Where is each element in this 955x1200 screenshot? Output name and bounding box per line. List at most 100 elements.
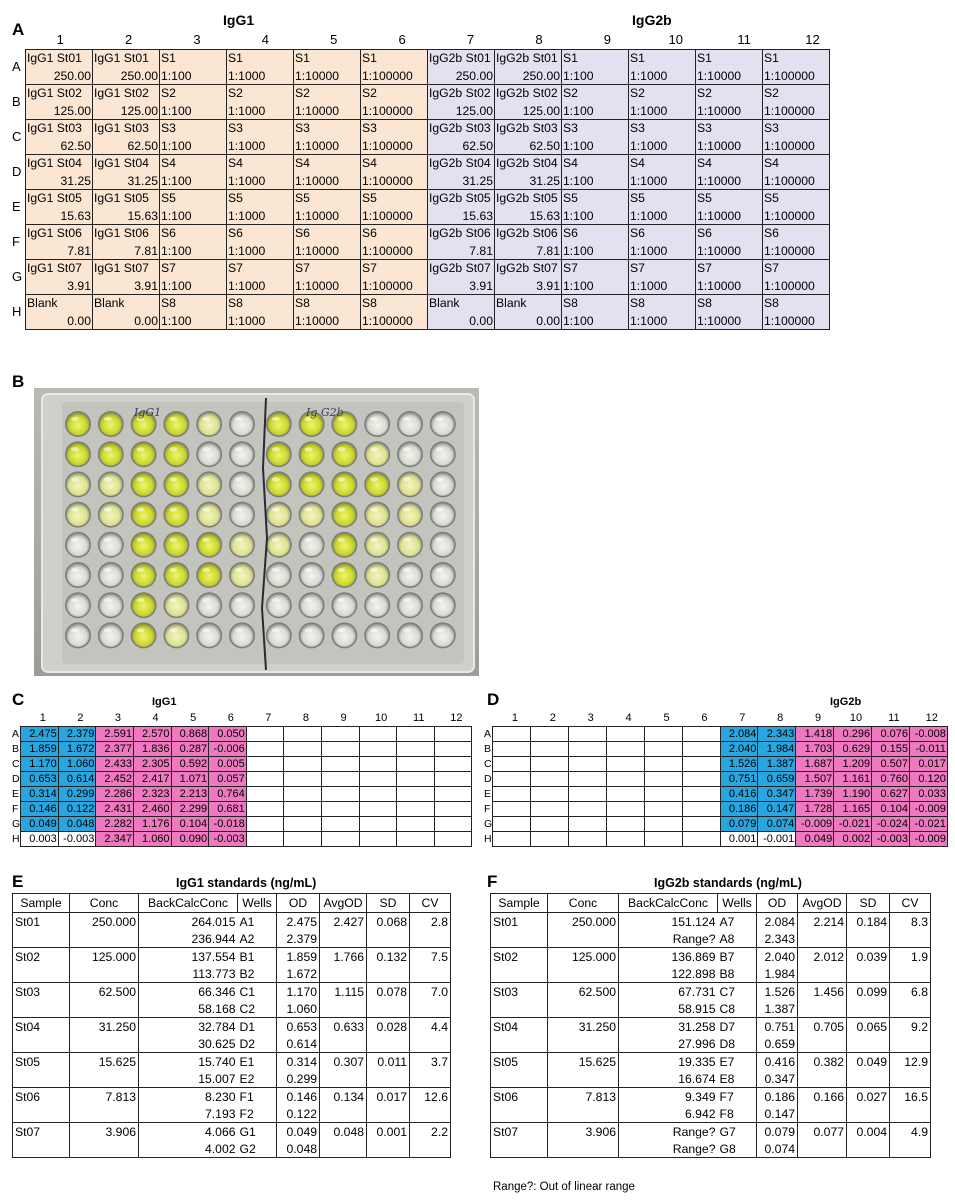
std-sd [366, 1105, 410, 1123]
od-well: 2.305 [132, 756, 172, 772]
plate-well-highlight [271, 447, 280, 452]
plate-well: IgG2b St05 15.63 [427, 189, 495, 225]
plate-well-value: 1:100000 [362, 244, 413, 258]
plate-well-content: Blank [496, 296, 527, 310]
plate-well-highlight [304, 507, 313, 512]
plate-well-highlight [103, 477, 112, 482]
plate-well [267, 533, 291, 557]
od-well: -0.021 [833, 816, 873, 832]
plate-well-value: 1:10000 [697, 69, 742, 83]
std-backcalc: Range? [618, 930, 718, 948]
plate-well-value: 7.81 [536, 244, 560, 258]
std-header-cell: BackCalcConc [618, 893, 718, 913]
plate-well-highlight [169, 537, 178, 542]
plate-photo-image: IgG1 Ig G2b [34, 388, 479, 676]
plate-well: S3 1:100 [159, 119, 227, 155]
std-row: St04 31.250 32.784 D1 0.653 0.633 0.028 4.4 [12, 1017, 451, 1035]
od-igg1-column-numbers: 1 2 3 4 5 6 7 8 9 10 11 12 [24, 712, 475, 724]
plate-well [164, 412, 188, 436]
plate-well [132, 623, 156, 647]
plate-well-content: IgG1 St01 [94, 51, 149, 65]
plate-well [164, 623, 188, 647]
od-well: 0.049 [20, 816, 59, 832]
plate-well [66, 503, 90, 527]
plate-well [398, 623, 422, 647]
plate-well-value: 0.00 [67, 314, 91, 328]
plate-well: S4 1:10000 [695, 154, 763, 190]
plate-well-value: 1:10000 [295, 209, 340, 223]
std-cv: 6.8 [889, 982, 931, 1000]
plate-well-content: S7 [295, 261, 310, 275]
plate-well-value: 1:1000 [228, 139, 266, 153]
od-well: 0.017 [908, 756, 948, 772]
plate-well [230, 563, 254, 587]
plate-well: S7 1:1000 [628, 259, 696, 295]
plate-well-value: 1:100 [563, 314, 594, 328]
std-od: 0.146 [276, 1087, 320, 1105]
od-well [567, 771, 607, 787]
std-row: 58.168 C2 1.060 [12, 1000, 451, 1018]
plate-well-content: S1 [764, 51, 779, 65]
std-avgod: 0.382 [797, 1052, 847, 1070]
plate-well [398, 593, 422, 617]
std-header-cell: SD [846, 893, 890, 913]
std-header-cell: Sample [490, 893, 548, 913]
std-avgod [797, 930, 847, 948]
std-cv [409, 1070, 451, 1088]
plate-column-number: 11 [737, 32, 751, 47]
std-cv: 12.9 [889, 1052, 931, 1070]
od-row: E 0.416 0.347 1.739 1.190 0.627 0.033 [484, 786, 948, 802]
plate-well-value: 1:100000 [764, 244, 815, 258]
std-cv [409, 930, 451, 948]
plate-well [267, 503, 291, 527]
std-sample [490, 930, 548, 948]
std-sd [366, 1070, 410, 1088]
std-header-cell: Wells [717, 893, 757, 913]
photo-label-igg2b: Ig G2b [305, 406, 344, 419]
std-conc [547, 1070, 619, 1088]
plate-well [132, 593, 156, 617]
plate-well-value: 31.25 [462, 174, 494, 188]
plate-well: IgG1 St02 125.00 [92, 84, 160, 120]
plate-well-value: 1:1000 [630, 209, 668, 223]
plate-well [398, 472, 422, 496]
std-well: F8 [717, 1105, 757, 1123]
std-cv: 4.4 [409, 1017, 451, 1035]
std-row: 122.898 B8 1.984 [490, 965, 931, 983]
od-well: 0.155 [871, 741, 910, 757]
std-row: 6.942 F8 0.147 [490, 1105, 931, 1123]
od-column-number: 8 [777, 712, 784, 724]
std-conc [69, 1070, 139, 1088]
plate-well-value: 1:100 [161, 209, 192, 223]
od-well: 2.213 [170, 786, 210, 802]
plate-well-value: 1:100 [563, 139, 594, 153]
od-well: 2.286 [95, 786, 134, 802]
plate-well-highlight [103, 447, 112, 452]
std-od: 0.314 [276, 1052, 320, 1070]
std-conc [69, 1140, 139, 1158]
plate-well-value: 125.00 [120, 104, 158, 118]
plate-well-content: S3 [697, 121, 712, 135]
std-sd [366, 930, 410, 948]
od-row-label: D [484, 773, 492, 785]
plate-well-content: IgG2b St05 [429, 191, 491, 205]
std-avgod [797, 1140, 847, 1158]
std-well: B7 [717, 947, 757, 965]
plate-well-content: IgG1 St04 [94, 156, 149, 170]
plate-well: S2 1:1000 [226, 84, 294, 120]
std-well: D1 [237, 1017, 277, 1035]
std-od: 0.079 [756, 1122, 798, 1140]
plate-well [230, 472, 254, 496]
std-backcalc: 58.915 [618, 1000, 718, 1018]
std-row: St05 15.625 19.335 E7 0.416 0.382 0.049 12.9 [490, 1052, 931, 1070]
std-header-cell: OD [756, 893, 798, 913]
od-well: 0.614 [57, 771, 97, 787]
plate-well-value: 125.00 [53, 104, 91, 118]
std-od: 1.526 [756, 982, 798, 1000]
plate-well [230, 503, 254, 527]
od-well: 0.003 [20, 831, 59, 847]
od-well: 0.592 [170, 756, 210, 772]
plate-well-value: 7.81 [469, 244, 493, 258]
plate-well-highlight [103, 598, 112, 603]
plate-layout-table: A IgG1 St01 250.00 IgG1 St01 250.00 S1 1:100 S1… [12, 49, 830, 330]
